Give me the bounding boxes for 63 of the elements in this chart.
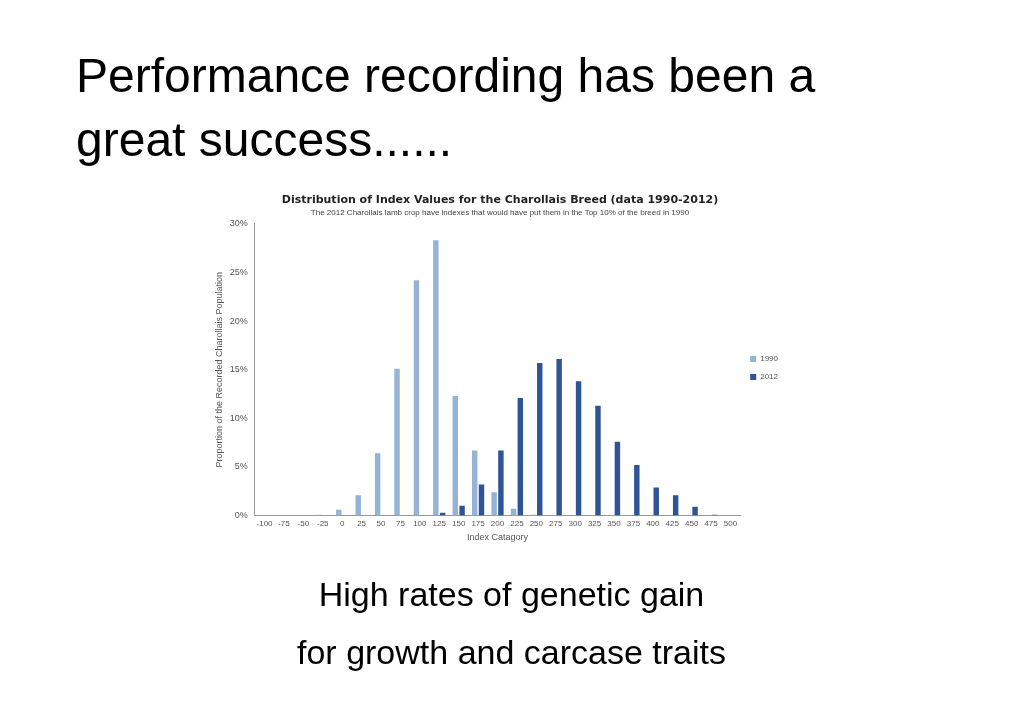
chart-subtitle: The 2012 Charollais lamb crop have indexes that would have put them in the Top 10% of the breed in 1990 <box>310 208 690 218</box>
text: for growth and carcase traits <box>296 633 727 672</box>
x-tick-label: -50 <box>297 518 310 528</box>
x-tick-label: 475 <box>704 518 719 528</box>
x-axis-title: Index Catagory <box>466 532 529 543</box>
bar <box>413 280 420 516</box>
x-tick-label: 100 <box>413 518 428 528</box>
x-tick-label: 225 <box>510 518 525 528</box>
bar <box>452 395 458 516</box>
bar <box>459 505 465 516</box>
y-tick-label: 20% <box>229 315 248 326</box>
bar <box>634 465 640 516</box>
x-tick-label: 300 <box>568 518 583 528</box>
x-tick-label: 200 <box>490 518 505 528</box>
x-tick-label: 0 <box>339 518 345 528</box>
bar <box>394 368 400 516</box>
bar <box>595 405 601 516</box>
legend-label: 1990 <box>760 354 779 364</box>
bar <box>692 506 698 516</box>
x-tick-label: 75 <box>395 518 406 528</box>
x-tick-label: -75 <box>278 518 291 528</box>
x-tick-label: 325 <box>587 518 602 528</box>
x-tick-label: 400 <box>646 518 661 528</box>
y-tick-label: 30% <box>229 218 248 229</box>
bar <box>614 441 621 516</box>
text: Performance recording has been a great success...... <box>76 48 817 168</box>
x-tick-label: 175 <box>471 518 486 528</box>
x-tick-label: 375 <box>626 518 641 528</box>
y-tick-label: 5% <box>234 461 248 472</box>
legend-label: 2012 <box>760 372 779 382</box>
x-tick-label: 150 <box>452 518 466 528</box>
bar <box>653 487 659 516</box>
x-tick-label: 275 <box>549 518 563 528</box>
chart-title: Distribution of Index Values for the Charollais Breed (data 1990-2012) <box>281 193 719 207</box>
x-tick-label: 50 <box>376 518 387 528</box>
y-tick-label: 25% <box>229 266 248 277</box>
x-tick-label: 25 <box>357 518 367 528</box>
text: High rates of genetic gain <box>317 575 706 614</box>
y-axis-title: Proportion of the Recorded Charollais Population <box>213 271 224 468</box>
bar <box>478 484 485 516</box>
x-tick-label: 500 <box>723 518 738 528</box>
y-tick-label: 15% <box>229 364 248 375</box>
bar <box>471 450 478 516</box>
bar <box>537 362 543 516</box>
y-tick-label: 0% <box>234 510 248 521</box>
bar <box>575 381 582 516</box>
bar <box>336 509 342 516</box>
x-tick-label: 250 <box>529 518 544 528</box>
bar <box>672 495 679 516</box>
x-tick-label: -25 <box>316 518 330 528</box>
bar <box>433 240 439 516</box>
x-tick-label: -100 <box>256 518 274 528</box>
bar <box>556 359 562 516</box>
bar <box>374 453 381 516</box>
x-tick-label: 450 <box>684 518 699 528</box>
x-tick-label: 125 <box>432 518 447 528</box>
bar <box>355 495 361 516</box>
bar <box>517 397 524 516</box>
y-tick-label: 10% <box>229 412 248 423</box>
x-tick-label: 350 <box>607 518 622 528</box>
bar <box>498 450 504 516</box>
x-tick-label: 425 <box>665 518 680 528</box>
bar <box>491 492 497 516</box>
